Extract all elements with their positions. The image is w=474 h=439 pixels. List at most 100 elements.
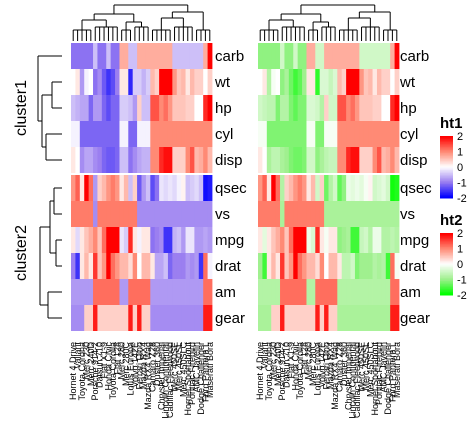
heatmap-cell [354, 227, 360, 253]
heatmap-cell [79, 121, 85, 147]
column-label: Merc 280C [308, 341, 318, 386]
legend-color-slice [440, 145, 453, 148]
heatmap-cell [84, 201, 90, 227]
heatmap-cell [115, 305, 120, 331]
heatmap-cell [258, 147, 263, 173]
heatmap-cell [376, 253, 382, 279]
heatmap-cell [315, 147, 321, 173]
legend-color-slice [440, 187, 453, 190]
heatmap-cell [394, 95, 400, 121]
column-label: Mazda RX4 [326, 342, 336, 389]
heatmap-cell [71, 201, 76, 227]
heatmap-cell [97, 279, 103, 305]
legend-color-slice [440, 253, 453, 256]
heatmap-cell [354, 175, 360, 201]
heatmap-cell [71, 95, 76, 121]
heatmap-cell [194, 43, 200, 69]
heatmap-cell [376, 227, 382, 253]
heatmap-cell [306, 69, 312, 95]
heatmap-cell [337, 227, 343, 253]
heatmap-cell [288, 121, 294, 147]
heatmap-cell [75, 69, 81, 95]
heatmap-cell [337, 175, 343, 201]
heatmap-cell [97, 253, 103, 279]
legend-color-slice [440, 182, 453, 185]
column-label: Lotus Europa [125, 342, 135, 396]
heatmap-cell [194, 279, 200, 305]
heatmap-cell [159, 147, 164, 173]
heatmap-cell [198, 279, 204, 305]
heatmap-cell [203, 201, 208, 227]
legend-color-slice [440, 285, 453, 288]
heatmap-cell [97, 43, 103, 69]
legend-tick-label: 0 [457, 162, 463, 174]
heatmap-cell [101, 43, 107, 69]
heatmap-cell [354, 305, 360, 331]
heatmap-cell [123, 95, 129, 121]
heatmap-cell [185, 69, 191, 95]
legend-color-slice [440, 151, 453, 154]
heatmap-cell [84, 175, 90, 201]
heatmap-cell [328, 279, 334, 305]
heatmap-cell [154, 147, 160, 173]
heatmap-cell [207, 305, 213, 331]
heatmap-cell [154, 201, 160, 227]
column-label: Fiat X1-9 [286, 342, 296, 379]
heatmap-cell [280, 95, 285, 121]
heatmap-cell [376, 121, 382, 147]
heatmap-cell [132, 253, 138, 279]
heatmap-cell [79, 201, 85, 227]
column-label: Duster 360 [339, 342, 349, 386]
column-label: Datsun 710 [95, 342, 105, 388]
heatmap-cell [275, 121, 281, 147]
heatmap-cell [194, 69, 200, 95]
heatmap-cell [359, 43, 365, 69]
heatmap-cell [372, 147, 378, 173]
heatmap-cell [332, 121, 338, 147]
heatmap-cell [310, 147, 316, 173]
heatmap-cell [385, 43, 391, 69]
heatmap-cell [390, 175, 395, 201]
legend-color-slice [440, 190, 453, 193]
legend-color-slice [440, 273, 453, 276]
heatmap-cell [115, 147, 120, 173]
heatmap-cell [159, 69, 164, 95]
heatmap-cell [172, 69, 178, 95]
heatmap-cell [167, 43, 173, 69]
heatmap-cell [84, 95, 90, 121]
heatmap-cell [128, 175, 134, 201]
heatmap-cell [71, 69, 76, 95]
heatmap-cell [141, 121, 147, 147]
heatmap-cell [350, 227, 356, 253]
heatmap-cell [346, 147, 351, 173]
heatmap-cell [262, 121, 268, 147]
heatmap-cell [341, 201, 347, 227]
heatmap-cell [306, 201, 312, 227]
legend-color-slice [440, 148, 453, 151]
legend-tick-label: 2 [457, 228, 463, 240]
heatmap-cell [324, 201, 329, 227]
heatmap-cell [266, 95, 272, 121]
legend-color-slice [440, 277, 453, 280]
heatmap-cell [315, 43, 321, 69]
heatmap-cell [141, 227, 147, 253]
heatmap-cell [185, 201, 191, 227]
heatmap-cell [141, 305, 147, 331]
heatmap-cell [306, 279, 312, 305]
heatmap-cell [328, 147, 334, 173]
heatmap-cell [71, 147, 76, 173]
heatmap-cell [189, 147, 195, 173]
column-label: Ford Pantera L [387, 342, 397, 402]
heatmap-cell [150, 147, 156, 173]
heatmap-cell [354, 201, 360, 227]
heatmap-cell [137, 279, 142, 305]
heatmap-cell [337, 279, 343, 305]
heatmap-cell [110, 227, 116, 253]
heatmap-ht1 [71, 43, 213, 331]
heatmap-cell [319, 227, 325, 253]
heatmap-cell [297, 43, 303, 69]
heatmap-cell [79, 43, 85, 69]
heatmap-cell [288, 43, 294, 69]
heatmap-cell [154, 95, 160, 121]
heatmap-cell [176, 69, 182, 95]
